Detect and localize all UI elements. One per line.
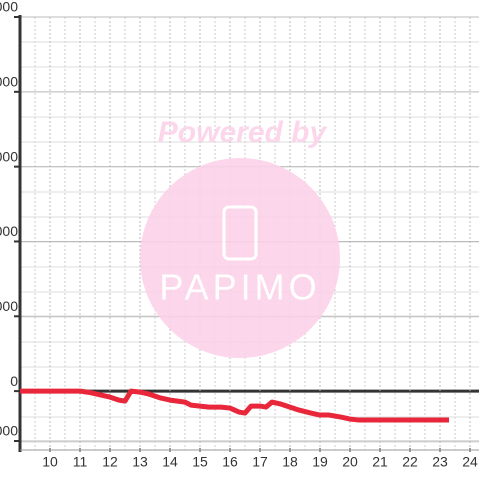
y-tick-label: 150,000 [0,0,18,15]
watermark-logo: PAPIMO [159,267,320,308]
x-tick-label: 17 [252,454,268,470]
x-tick-label: 18 [282,454,298,470]
y-tick-label: -20,000 [0,423,18,439]
x-tick-label: 12 [102,454,118,470]
watermark-text: Powered by [158,116,328,149]
x-tick-label: 15 [192,454,208,470]
x-tick-label: 21 [372,454,388,470]
y-tick-label: 60,000 [0,223,18,239]
x-tick-label: 19 [312,454,328,470]
y-tick-label: 30,000 [0,298,18,314]
x-tick-label: 11 [73,454,88,470]
x-tick-label: 24 [462,454,478,470]
x-tick-label: 10 [42,454,58,470]
data-line [20,388,449,423]
y-tick-label: 0 [10,373,18,389]
x-tick-label: 16 [222,454,238,470]
x-tick-label: 13 [132,454,148,470]
y-tick-label: 120,000 [0,74,18,90]
x-tick-label: 20 [342,454,358,470]
x-tick-label: 14 [162,454,178,470]
watermark: Powered by PAPIMO [140,116,340,358]
watermark-phone [222,205,258,261]
y-tick-label: 90,000 [0,148,18,164]
x-tick-label: 23 [432,454,448,470]
x-tick-label: 22 [402,454,418,470]
